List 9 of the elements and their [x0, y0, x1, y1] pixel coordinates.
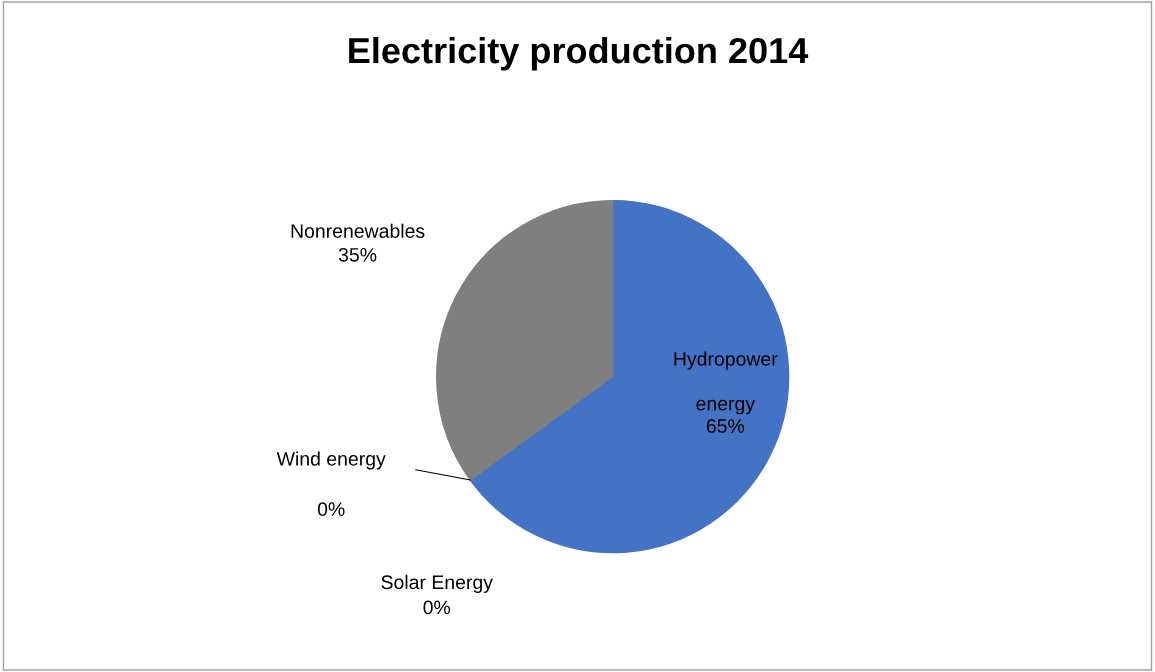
data-label: 65%: [706, 419, 745, 433]
text: 0%: [317, 502, 345, 517]
slice-label: Nonrenewables: [291, 223, 425, 238]
data-label: 35%: [338, 247, 377, 262]
category-label: Hydropower energy: [674, 351, 778, 415]
chart-title: Electricity production 2014: [349, 36, 809, 71]
category-label: Solar Energy: [381, 574, 493, 593]
text: 0%: [423, 600, 451, 615]
category-label: Wind energy: [276, 451, 386, 470]
